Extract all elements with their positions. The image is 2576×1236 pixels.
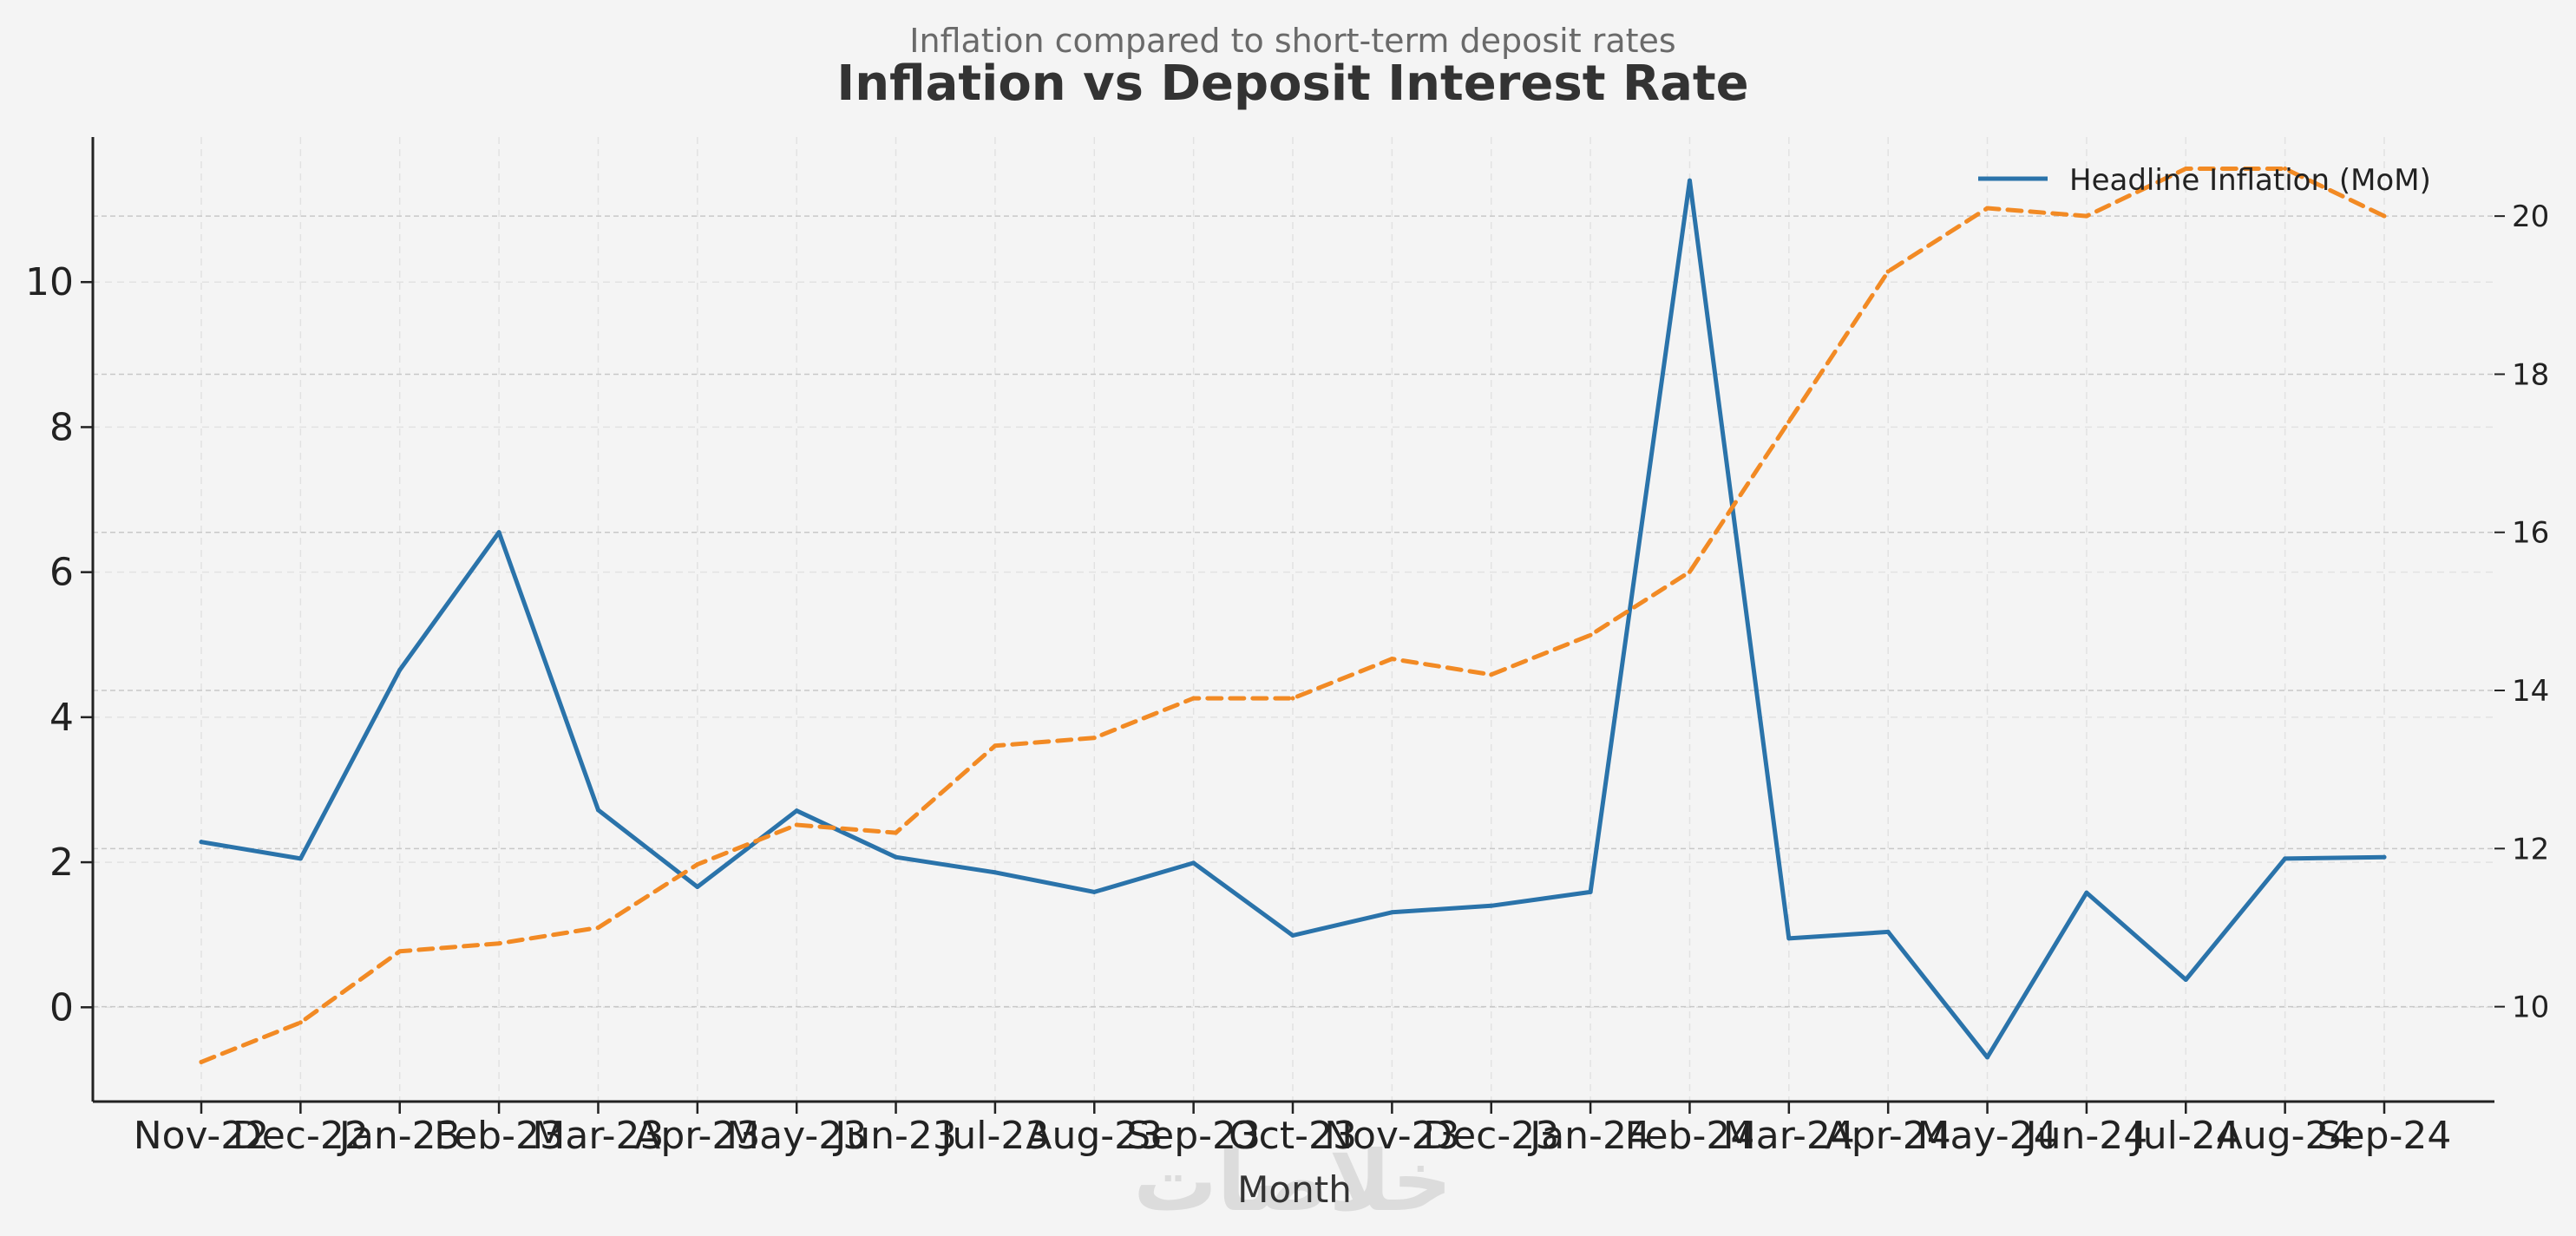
x-tick-label: Jan-24 xyxy=(1527,1114,1651,1158)
x-tick-label: Dec-23 xyxy=(1423,1114,1559,1158)
data-point-deposit-rate xyxy=(298,1020,303,1025)
data-point-inflation xyxy=(2084,890,2089,895)
axes-layer: Nov-22Dec-22Jan-23Feb-23Mar-23Apr-23May-… xyxy=(25,137,2549,1158)
data-point-inflation xyxy=(1687,178,1692,183)
x-tick-label: Feb-23 xyxy=(434,1114,564,1158)
grid-layer xyxy=(93,137,2494,1102)
data-point-deposit-rate xyxy=(2382,213,2387,219)
data-point-deposit-rate xyxy=(1191,696,1196,701)
data-point-deposit-rate xyxy=(1588,632,1593,638)
series-layer xyxy=(199,166,2387,1064)
data-point-inflation xyxy=(1091,889,1097,894)
data-point-deposit-rate xyxy=(2183,166,2188,171)
x-tick-label: Apr-23 xyxy=(634,1114,760,1158)
y-tick-label-left: 10 xyxy=(25,260,74,304)
data-point-inflation xyxy=(1191,860,1196,866)
x-axis-label: Month xyxy=(1237,1168,1352,1211)
data-point-deposit-rate xyxy=(2084,213,2089,219)
x-tick-label: May-24 xyxy=(1917,1114,2058,1158)
y-tick-label-right: 12 xyxy=(2512,832,2549,867)
data-point-inflation xyxy=(397,668,403,673)
y-tick-label-left: 4 xyxy=(49,696,74,740)
data-point-inflation xyxy=(993,870,998,875)
y-tick-label-right: 14 xyxy=(2512,674,2549,709)
data-point-inflation xyxy=(894,854,899,860)
data-point-deposit-rate xyxy=(1389,657,1394,662)
x-tick-label: Jul-23 xyxy=(938,1114,1049,1158)
data-point-deposit-rate xyxy=(2283,166,2288,171)
data-point-inflation xyxy=(1489,903,1494,908)
x-tick-label: Jun-23 xyxy=(832,1114,957,1158)
data-point-inflation xyxy=(2382,854,2387,860)
chart-title: Inflation vs Deposit Interest Rate xyxy=(836,56,1748,112)
data-point-deposit-rate xyxy=(1985,206,1990,211)
x-tick-label: Oct-23 xyxy=(1229,1114,1357,1158)
data-point-deposit-rate xyxy=(1290,696,1295,701)
data-point-inflation xyxy=(1885,929,1891,934)
data-point-deposit-rate xyxy=(894,830,899,835)
data-point-deposit-rate xyxy=(993,743,998,749)
data-point-inflation xyxy=(794,808,799,814)
x-tick-label: Jul-24 xyxy=(2129,1114,2240,1158)
data-point-deposit-rate xyxy=(1489,672,1494,677)
data-point-deposit-rate xyxy=(397,949,403,954)
x-tick-label: Jun-24 xyxy=(2023,1114,2148,1158)
x-tick-label: Nov-22 xyxy=(134,1114,270,1158)
data-point-deposit-rate xyxy=(1885,269,1891,274)
y-tick-label-left: 8 xyxy=(49,405,74,449)
data-point-inflation xyxy=(595,808,600,813)
x-tick-label: Aug-23 xyxy=(1026,1114,1163,1158)
y-tick-label-right: 18 xyxy=(2512,357,2549,392)
y-tick-label-right: 20 xyxy=(2512,199,2549,234)
data-point-inflation xyxy=(695,885,700,890)
data-point-deposit-rate xyxy=(794,822,799,827)
x-tick-label: Nov-23 xyxy=(1324,1114,1460,1158)
x-tick-label: Mar-23 xyxy=(532,1114,664,1158)
data-point-inflation xyxy=(199,840,204,845)
data-point-deposit-rate xyxy=(695,862,700,867)
data-point-inflation xyxy=(496,530,501,535)
y-tick-label-right: 16 xyxy=(2512,516,2549,551)
y-tick-label-left: 0 xyxy=(49,985,74,1030)
y-tick-label-right: 10 xyxy=(2512,991,2549,1025)
data-point-deposit-rate xyxy=(1786,419,1792,424)
x-tick-label: Apr-24 xyxy=(1825,1114,1951,1158)
data-point-inflation xyxy=(1389,910,1394,915)
series-line-deposit-rate xyxy=(199,167,2387,1064)
chart-subtitle: Inflation compared to short-term deposit… xyxy=(909,22,1675,60)
data-point-inflation xyxy=(1290,933,1295,938)
data-point-inflation xyxy=(1786,936,1792,941)
x-tick-label: Sep-23 xyxy=(1126,1114,1261,1158)
legend: Headline Inflation (MoM) xyxy=(1978,163,2431,198)
data-point-deposit-rate xyxy=(595,925,600,930)
data-point-deposit-rate xyxy=(496,941,501,946)
x-tick-label: Aug-24 xyxy=(2217,1114,2354,1158)
data-point-inflation xyxy=(1588,889,1593,894)
legend-label-inflation: Headline Inflation (MoM) xyxy=(2069,163,2431,198)
x-tick-label: May-23 xyxy=(726,1114,867,1158)
x-tick-label: Jan-23 xyxy=(337,1114,461,1158)
data-point-inflation xyxy=(1985,1055,1990,1060)
data-point-deposit-rate xyxy=(199,1059,204,1064)
x-tick-label: Feb-24 xyxy=(1625,1114,1755,1158)
data-point-inflation xyxy=(2183,978,2188,983)
x-tick-label: Dec-22 xyxy=(233,1114,369,1158)
data-point-inflation xyxy=(2283,856,2288,861)
data-point-inflation xyxy=(298,856,303,861)
y-tick-label-left: 6 xyxy=(49,551,74,595)
x-tick-label: Mar-24 xyxy=(1723,1114,1855,1158)
data-point-deposit-rate xyxy=(1687,569,1692,574)
watermark-text: خلاصات xyxy=(1133,1133,1452,1230)
data-point-deposit-rate xyxy=(1091,736,1097,741)
x-tick-label: Sep-24 xyxy=(2317,1114,2452,1158)
y-tick-label-left: 2 xyxy=(49,840,74,885)
